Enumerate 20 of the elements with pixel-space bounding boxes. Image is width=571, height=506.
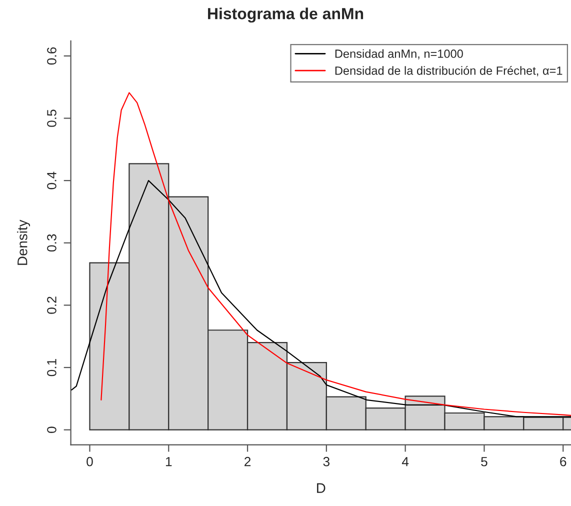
x-tick-label: 2 [244, 456, 251, 466]
y-tick-label: 0.2 [47, 296, 56, 314]
y-tick-label: 0.4 [47, 172, 56, 190]
x-tick-label: 3 [323, 456, 330, 466]
x-tick-label: 1 [166, 457, 172, 466]
x-tick-label: 5 [481, 457, 488, 466]
x-tick-label: 0 [86, 456, 93, 466]
y-tick-label: 0.1 [47, 358, 56, 376]
x-axis-title: D [317, 483, 326, 493]
line-series [100, 92, 571, 416]
y-tick-label: 0.3 [47, 234, 56, 252]
chart-title: Histograma de anMn [208, 8, 364, 23]
x-tick-label: 4 [402, 457, 409, 466]
y-tick-label: 0.5 [47, 110, 56, 127]
y-tick-label: 0 [47, 426, 56, 433]
legend-label: Densidad anMn, n=1000 [335, 49, 463, 60]
legend-label: Densidad de la distribución de Fréchet, α=1 [335, 66, 562, 76]
x-tick-label: 6 [560, 456, 566, 466]
y-axis-title: Density [17, 220, 30, 265]
y-tick-label: 0.6 [47, 47, 56, 65]
